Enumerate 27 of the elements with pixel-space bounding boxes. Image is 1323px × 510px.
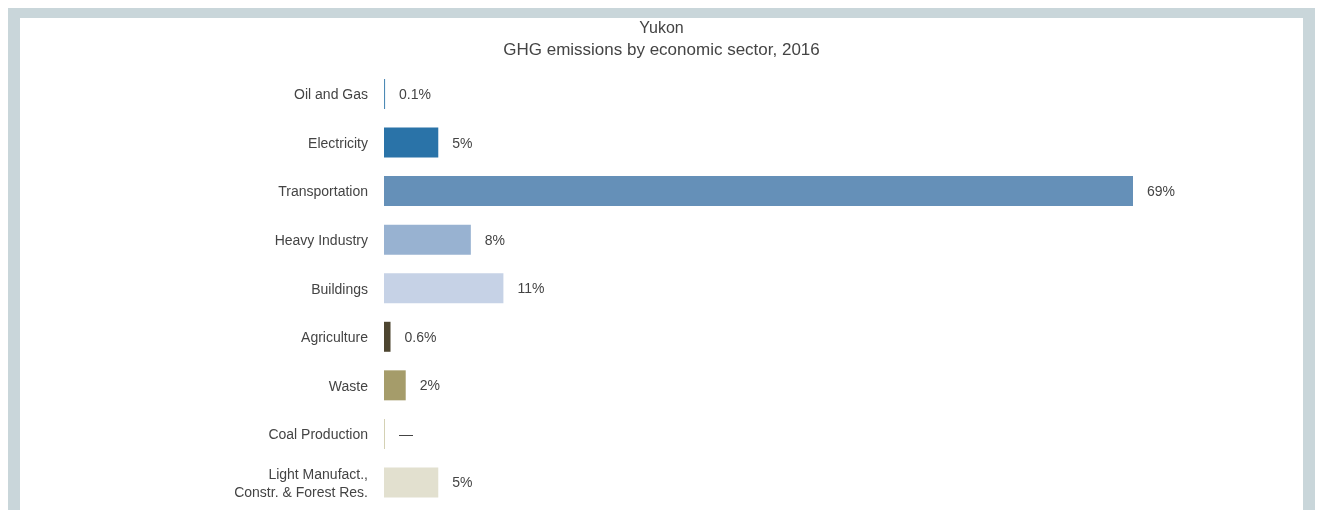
- bar: [384, 273, 504, 304]
- data-label: 0.6%: [404, 328, 437, 345]
- y-tick-label: Agriculture: [301, 329, 369, 346]
- data-label: 69%: [1147, 183, 1176, 200]
- bar: [384, 127, 439, 158]
- y-tick-label: Buildings: [311, 280, 368, 297]
- data-label: 0.1%: [399, 85, 432, 102]
- chart-subtitle: GHG emissions by economic sector, 2016: [502, 39, 821, 61]
- data-label: 2%: [419, 377, 440, 394]
- data-label: 11%: [517, 280, 545, 297]
- y-tick-label: Heavy Industry: [274, 231, 368, 248]
- bar: [384, 176, 1133, 207]
- y-tick-label: Waste: [328, 377, 369, 394]
- bar: [384, 224, 471, 255]
- bar: [384, 467, 439, 498]
- bar: [384, 370, 406, 401]
- y-tick-label: Coal Production: [268, 426, 368, 443]
- y-tick-label: Light Manufact., Constr. & Forest Res.: [234, 465, 368, 500]
- data-label: 5%: [452, 474, 473, 491]
- y-tick-label: Oil and Gas: [294, 86, 368, 103]
- data-label: 5%: [452, 134, 473, 151]
- y-tick-label: Electricity: [308, 134, 368, 151]
- y-tick-label: Transportation: [278, 183, 368, 200]
- chart-title: Yukon: [638, 18, 685, 38]
- bar: [384, 321, 391, 352]
- data-label: 8%: [484, 231, 506, 248]
- data-label: —: [399, 425, 413, 442]
